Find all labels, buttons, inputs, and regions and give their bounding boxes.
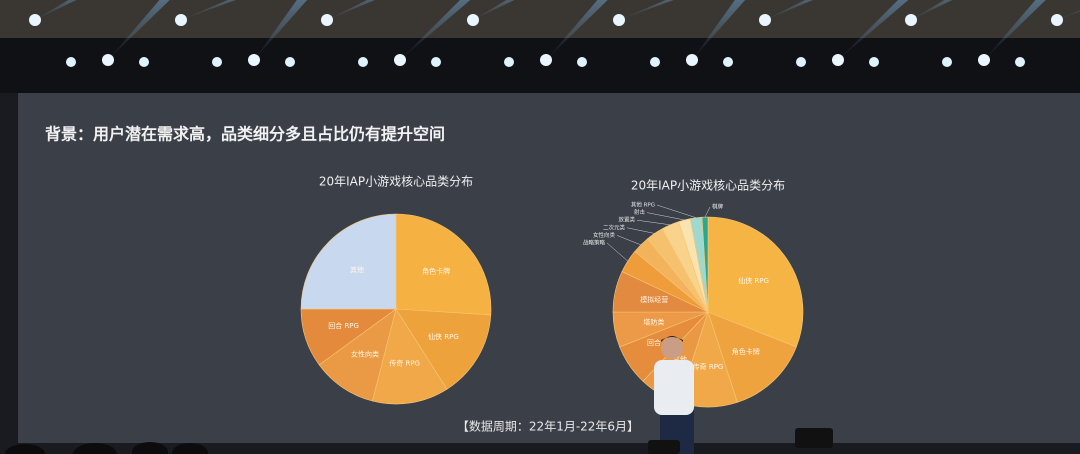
presenter-shirt bbox=[654, 360, 694, 415]
light-beam bbox=[546, 0, 608, 60]
light bbox=[175, 14, 187, 26]
light bbox=[650, 57, 660, 67]
slide-title: 背景：用户潜在需求高，品类细分多且占比仍有提升空间 bbox=[45, 125, 445, 144]
pie-slice bbox=[318, 308, 397, 402]
slice-label: 其他 bbox=[673, 354, 687, 363]
slice-label: 其他 bbox=[350, 265, 364, 274]
pie-slice bbox=[395, 213, 492, 316]
audience-head bbox=[172, 443, 208, 454]
light-beam bbox=[1057, 10, 1080, 20]
leader-line bbox=[636, 219, 671, 226]
slice-label: 放置类 bbox=[618, 216, 635, 224]
presenter-hair bbox=[661, 336, 683, 342]
audience-head bbox=[5, 444, 45, 454]
presenter-head bbox=[661, 337, 683, 359]
truss bbox=[0, 38, 1080, 93]
chart-title: 20年IAP小游戏核心品类分布 bbox=[631, 179, 785, 193]
stage-lights bbox=[29, 0, 1080, 67]
pie-slice bbox=[300, 213, 397, 310]
light bbox=[321, 14, 333, 26]
light bbox=[540, 54, 552, 66]
slice-label: 棋牌 bbox=[712, 203, 724, 211]
light-beam bbox=[181, 0, 236, 20]
slice-label: 二次元类 bbox=[603, 223, 626, 231]
light bbox=[1051, 14, 1063, 26]
light bbox=[212, 57, 222, 67]
light bbox=[613, 14, 625, 26]
leader-line bbox=[656, 204, 697, 218]
light bbox=[29, 14, 41, 26]
audience-head bbox=[73, 443, 117, 454]
slice-label: 角色卡牌 bbox=[732, 347, 760, 356]
pie-slice bbox=[372, 308, 448, 405]
light-beam bbox=[838, 0, 909, 60]
light-beam bbox=[400, 0, 471, 60]
light bbox=[431, 57, 441, 67]
light bbox=[577, 57, 587, 67]
slice-label: 回合 RPG bbox=[647, 338, 678, 347]
light bbox=[978, 54, 990, 66]
slide-screen bbox=[18, 93, 1080, 443]
light bbox=[467, 14, 479, 26]
light bbox=[248, 54, 260, 66]
light-beam bbox=[108, 0, 170, 60]
leader-line bbox=[616, 235, 641, 246]
slice-label: 仙侠 RPG bbox=[428, 332, 459, 341]
slice-label: 女性向类 bbox=[593, 231, 616, 239]
light bbox=[796, 57, 806, 67]
light bbox=[285, 57, 295, 67]
audience bbox=[5, 428, 833, 454]
footnote: 【数据周期：22年1月-22年6月】 bbox=[457, 419, 639, 434]
light-beam bbox=[911, 0, 953, 20]
light bbox=[869, 57, 879, 67]
slice-label: 模拟经营 bbox=[640, 295, 668, 304]
slice-label: 仙侠 RPG bbox=[738, 276, 769, 285]
light bbox=[686, 54, 698, 66]
light bbox=[139, 57, 149, 67]
slice-label: 传奇 RPG bbox=[693, 362, 724, 371]
light-beam bbox=[619, 0, 674, 20]
light bbox=[394, 54, 406, 66]
slice-label: 其他 RPG bbox=[631, 201, 655, 209]
light bbox=[832, 54, 844, 66]
light bbox=[905, 14, 917, 26]
audience-phone bbox=[648, 440, 680, 454]
light bbox=[102, 54, 114, 66]
light bbox=[504, 57, 514, 67]
slice-label: 战略策略 bbox=[583, 239, 606, 247]
slice-label: 塔防类 bbox=[643, 317, 664, 326]
light bbox=[723, 57, 733, 67]
light-beam bbox=[765, 0, 813, 20]
slice-label: 角色卡牌 bbox=[422, 266, 450, 275]
light bbox=[1015, 57, 1025, 67]
light bbox=[66, 57, 76, 67]
audience-phone bbox=[795, 428, 833, 448]
light-beam bbox=[35, 0, 77, 20]
light-beam bbox=[254, 0, 308, 60]
slice-label: 传奇 RPG bbox=[389, 358, 420, 367]
leader-line bbox=[606, 242, 628, 262]
light bbox=[759, 14, 771, 26]
light-beam bbox=[473, 0, 515, 20]
slice-label: 回合 RPG bbox=[328, 321, 359, 330]
audience-head bbox=[132, 442, 168, 454]
leader-line bbox=[704, 206, 711, 218]
slice-label: 女性向类 bbox=[351, 350, 379, 359]
pie-slice bbox=[395, 308, 492, 390]
light-beam bbox=[692, 0, 746, 60]
pie-slice bbox=[707, 216, 804, 348]
chart-title: 20年IAP小游戏核心品类分布 bbox=[319, 175, 473, 189]
leader-line bbox=[626, 227, 655, 234]
light bbox=[358, 57, 368, 67]
light-beam bbox=[327, 0, 375, 20]
light bbox=[942, 57, 952, 67]
light-beam bbox=[984, 0, 1046, 60]
leader-line bbox=[646, 212, 685, 221]
slice-label: 射击 bbox=[634, 208, 646, 216]
